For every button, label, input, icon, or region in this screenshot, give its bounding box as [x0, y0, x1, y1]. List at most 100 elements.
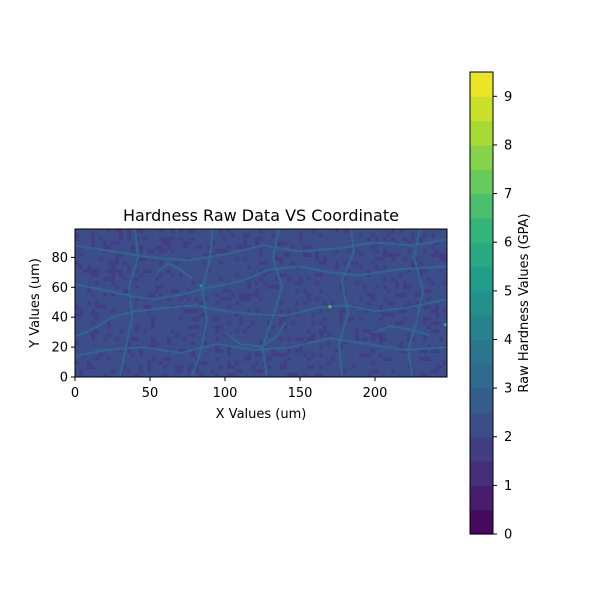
heatmap-cell: [91, 349, 95, 353]
heatmap-cell: [323, 325, 327, 329]
heatmap-cell: [375, 237, 379, 241]
heatmap-cell: [331, 233, 335, 237]
heatmap-cell: [147, 245, 151, 249]
heatmap-cell: [307, 229, 311, 233]
heatmap-cell: [319, 365, 323, 369]
heatmap-cell: [351, 257, 355, 261]
heatmap-cell: [227, 365, 231, 369]
heatmap-cell: [299, 369, 303, 373]
heatmap-cell: [391, 237, 395, 241]
heatmap-cell: [391, 277, 395, 281]
heatmap-cell: [139, 297, 143, 301]
heatmap-cell: [91, 313, 95, 317]
heatmap-cell: [275, 261, 279, 265]
heatmap-cell: [243, 357, 247, 361]
heatmap-cell: [279, 241, 283, 245]
heatmap-cell: [219, 325, 223, 329]
heatmap-cell: [83, 253, 87, 257]
grain-boundary-line: [337, 228, 356, 378]
heatmap-cell: [239, 317, 243, 321]
heatmap-cell: [151, 321, 155, 325]
heatmap-cell: [343, 253, 347, 257]
heatmap-cell: [323, 281, 327, 285]
heatmap-cell: [147, 349, 151, 353]
heatmap-cell: [123, 361, 127, 365]
heatmap-cell: [139, 341, 143, 345]
heatmap-cell: [183, 241, 187, 245]
heatmap-cell: [371, 273, 375, 277]
heatmap-cell: [219, 285, 223, 289]
heatmap-cell: [443, 257, 447, 261]
heatmap-cell: [367, 337, 371, 341]
heatmap-cell: [151, 317, 155, 321]
heatmap-cell: [115, 257, 119, 261]
heatmap-cell: [259, 261, 263, 265]
heatmap-cell: [167, 345, 171, 349]
heatmap-cell: [247, 229, 251, 233]
heatmap-cell: [331, 349, 335, 353]
heatmap-cell: [375, 349, 379, 353]
heatmap-cell: [131, 245, 135, 249]
heatmap-cell: [251, 301, 255, 305]
heatmap-cell: [435, 297, 439, 301]
heatmap-cell: [307, 265, 311, 269]
heatmap-cell: [199, 233, 203, 237]
heatmap-cell: [255, 309, 259, 313]
heatmap-cell: [103, 305, 107, 309]
heatmap-cell: [91, 293, 95, 297]
heatmap-cell: [391, 333, 395, 337]
heatmap-cell: [251, 309, 255, 313]
heatmap-cell: [303, 353, 307, 357]
heatmap-cell: [135, 349, 139, 353]
heatmap-cell: [219, 297, 223, 301]
heatmap-cell: [283, 273, 287, 277]
heatmap-cell: [299, 337, 303, 341]
heatmap-cell: [279, 257, 283, 261]
heatmap-cell: [195, 237, 199, 241]
heatmap-cell: [143, 317, 147, 321]
heatmap-cell: [151, 341, 155, 345]
heatmap-cell: [371, 233, 375, 237]
chart-title: Hardness Raw Data VS Coordinate: [123, 206, 399, 225]
heatmap-cell: [427, 305, 431, 309]
heatmap-cell: [335, 345, 339, 349]
heatmap-cell: [379, 249, 383, 253]
heatmap-cell: [227, 273, 231, 277]
heatmap-cell: [87, 317, 91, 321]
colorbar-tick-label: 9: [504, 90, 512, 105]
heatmap-cell: [147, 293, 151, 297]
heatmap-cell: [303, 313, 307, 317]
heatmap-cell: [371, 325, 375, 329]
heatmap-cell: [427, 329, 431, 333]
heatmap-cell: [215, 337, 219, 341]
colorbar-band: [470, 169, 493, 195]
heatmap-cell: [295, 357, 299, 361]
heatmap-cell: [431, 321, 435, 325]
heatmap-cell: [143, 273, 147, 277]
heatmap-cell: [295, 349, 299, 353]
heatmap-cell: [399, 341, 403, 345]
heatmap-cell: [111, 257, 115, 261]
heatmap-cell: [83, 369, 87, 373]
heatmap-cell: [259, 285, 263, 289]
heatmap-cell: [107, 269, 111, 273]
heatmap-cell: [139, 249, 143, 253]
heatmap-cell: [163, 233, 167, 237]
heatmap-cell: [243, 345, 247, 349]
heatmap-cell: [387, 245, 391, 249]
heatmap-cell: [203, 341, 207, 345]
heatmap-cell: [407, 269, 411, 273]
heatmap-cell: [247, 325, 251, 329]
heatmap-cell: [347, 361, 351, 365]
heatmap-cell: [383, 305, 387, 309]
heatmap-cell: [431, 365, 435, 369]
heatmap-cell: [255, 353, 259, 357]
heatmap-cell: [159, 281, 163, 285]
heatmap-cell: [123, 317, 127, 321]
heatmap-cell: [423, 245, 427, 249]
y-axis: 0 20 40 60 80: [51, 251, 75, 386]
heatmap-cell: [275, 297, 279, 301]
heatmap-cell: [259, 277, 263, 281]
heatmap-cell: [151, 249, 155, 253]
heatmap-cell: [159, 337, 163, 341]
